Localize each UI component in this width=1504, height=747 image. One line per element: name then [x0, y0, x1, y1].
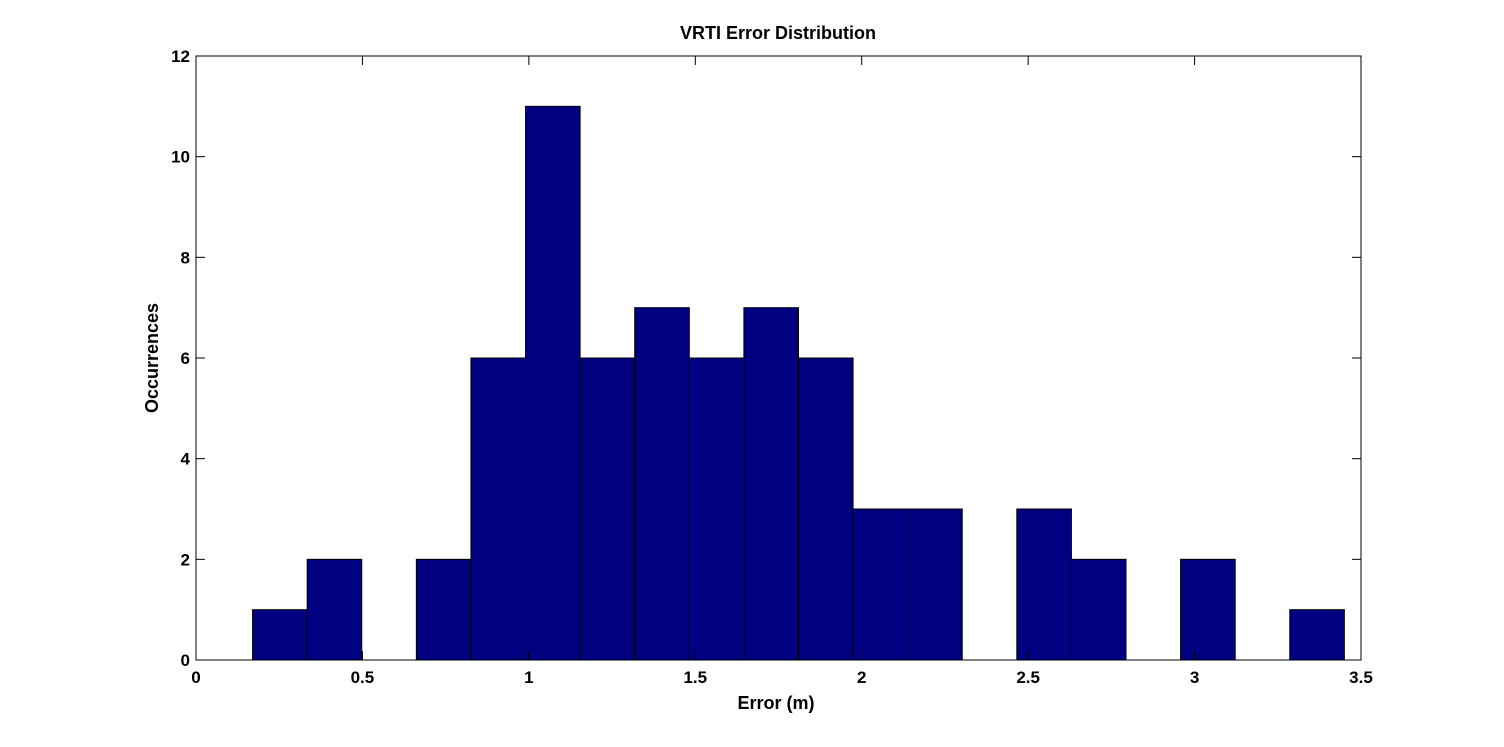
histogram-bar [907, 508, 963, 661]
y-tick-label: 10 [171, 148, 190, 167]
histogram-bar [579, 357, 636, 661]
x-tick-label: 2 [857, 668, 866, 687]
histogram-bar [852, 508, 909, 661]
histogram-bar [525, 105, 581, 661]
histogram-bar [1070, 558, 1127, 661]
histogram-bar [743, 307, 799, 661]
y-tick-label: 2 [181, 550, 190, 569]
x-tick-label: 3.5 [1349, 668, 1373, 687]
y-axis-title: Occurrences [142, 303, 162, 413]
histogram-bar [470, 357, 527, 661]
y-tick-label: 4 [181, 450, 191, 469]
histogram-bar [1289, 609, 1345, 661]
y-tick-label: 8 [181, 248, 190, 267]
x-tick-label: 2.5 [1016, 668, 1040, 687]
histogram-bar [688, 357, 745, 661]
x-tick-label: 1.5 [683, 668, 707, 687]
x-tick-label: 3 [1190, 668, 1199, 687]
bars-layer [252, 105, 1345, 661]
histogram-bar [252, 609, 308, 661]
histogram-bar [1180, 558, 1236, 661]
histogram-bar [797, 357, 854, 661]
ticks-layer: 0 0.5 1 1.5 2 2.5 3 3.5 0 2 4 6 8 10 12 [171, 47, 1373, 687]
y-tick-label: 12 [171, 47, 190, 66]
chart-title: VRTI Error Distribution [680, 23, 876, 43]
histogram-bar [306, 558, 363, 661]
y-tick-label: 6 [181, 349, 190, 368]
histogram-bar [415, 558, 472, 661]
histogram-bar [634, 307, 690, 661]
y-tick-label: 0 [181, 651, 190, 670]
x-tick-label: 1 [524, 668, 533, 687]
x-tick-label: 0.5 [351, 668, 375, 687]
histogram-bar [1016, 508, 1072, 661]
x-tick-label: 0 [191, 668, 200, 687]
x-axis-title: Error (m) [737, 693, 814, 713]
